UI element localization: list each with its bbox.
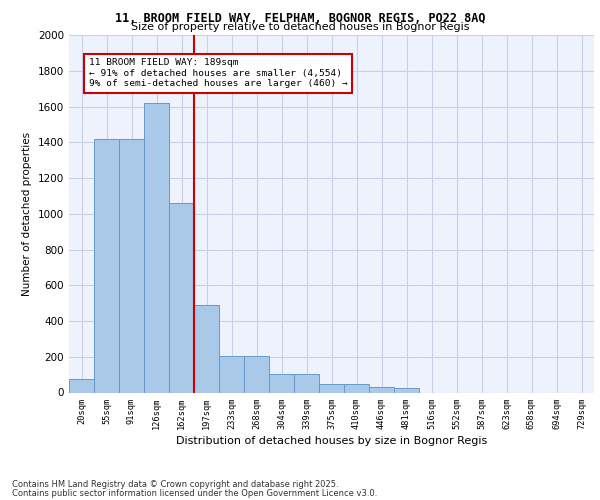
Bar [319,384,344,392]
Text: 11 BROOM FIELD WAY: 189sqm
← 91% of detached houses are smaller (4,554)
9% of se: 11 BROOM FIELD WAY: 189sqm ← 91% of deta… [89,58,348,88]
Text: 11, BROOM FIELD WAY, FELPHAM, BOGNOR REGIS, PO22 8AQ: 11, BROOM FIELD WAY, FELPHAM, BOGNOR REG… [115,12,485,26]
Y-axis label: Number of detached properties: Number of detached properties [22,132,32,296]
Bar [94,138,119,392]
Bar [219,356,244,393]
X-axis label: Distribution of detached houses by size in Bognor Regis: Distribution of detached houses by size … [176,436,487,446]
Bar [294,374,319,392]
Bar [169,203,194,392]
Text: Size of property relative to detached houses in Bognor Regis: Size of property relative to detached ho… [131,22,469,32]
Text: Contains HM Land Registry data © Crown copyright and database right 2025.: Contains HM Land Registry data © Crown c… [12,480,338,489]
Bar [119,138,144,392]
Bar [69,379,94,392]
Bar [344,384,369,392]
Bar [369,387,394,392]
Text: Contains public sector information licensed under the Open Government Licence v3: Contains public sector information licen… [12,488,377,498]
Bar [244,356,269,393]
Bar [194,305,219,392]
Bar [144,103,169,393]
Bar [269,374,294,392]
Bar [394,388,419,392]
